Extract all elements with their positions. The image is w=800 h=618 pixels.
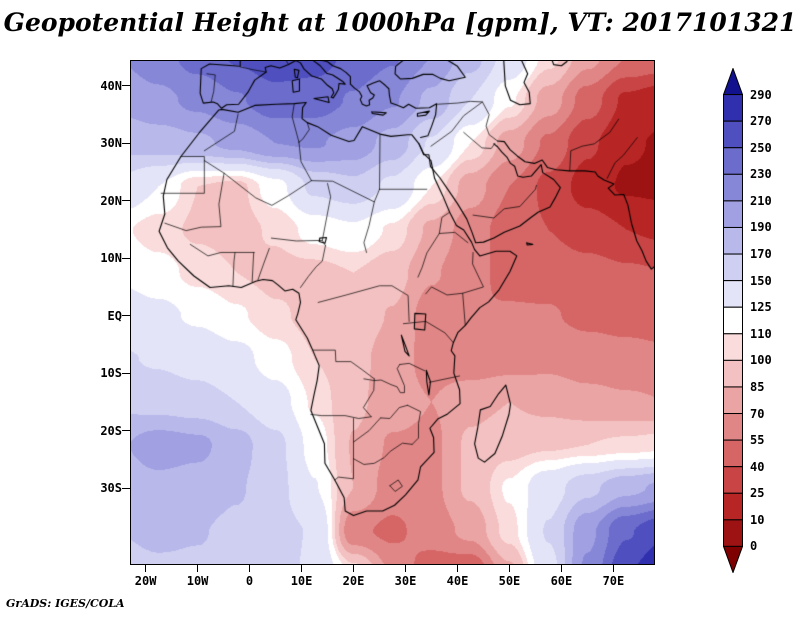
colorbar-tick-label: 170 bbox=[750, 247, 772, 262]
colorbar-segment bbox=[723, 120, 743, 149]
colorbar-segment bbox=[723, 200, 743, 228]
lat-tick bbox=[122, 142, 130, 144]
lat-tick-label: 30N bbox=[100, 136, 122, 151]
colorbar-segment bbox=[723, 253, 743, 282]
lon-tick-label: 10W bbox=[186, 574, 209, 588]
lon-tick-label: 30E bbox=[394, 574, 417, 588]
colorbar-segment bbox=[723, 333, 743, 361]
colorbar-segment bbox=[723, 492, 743, 521]
colorbar-segment bbox=[723, 280, 743, 308]
lon-tick-label: 60E bbox=[550, 574, 573, 588]
colorbar-tick-label: 270 bbox=[750, 114, 772, 129]
lat-tick bbox=[122, 430, 130, 432]
colorbar-tick-label: 40 bbox=[750, 459, 765, 474]
colorbar-segment bbox=[723, 466, 743, 494]
lat-tick bbox=[122, 315, 130, 317]
lat-tick-label: EQ bbox=[107, 308, 122, 323]
lat-tick bbox=[122, 487, 130, 489]
lon-tick bbox=[353, 565, 354, 572]
lon-tick bbox=[612, 565, 614, 572]
colorbar-segment bbox=[723, 386, 743, 415]
lat-tick-label: 10N bbox=[100, 251, 122, 266]
colorbar-segment bbox=[723, 413, 743, 441]
lat-tick bbox=[122, 85, 130, 87]
colorbar-tick-label: 290 bbox=[750, 87, 772, 102]
lon-tick bbox=[508, 565, 510, 572]
lon-tick-label: 20E bbox=[342, 574, 365, 588]
colorbar-tick-label: 25 bbox=[750, 486, 765, 501]
lon-tick bbox=[197, 565, 199, 572]
colorbar-segment bbox=[723, 226, 743, 255]
lon-tick-label: 40E bbox=[446, 574, 469, 588]
lon-tick bbox=[145, 565, 147, 572]
colorbar-segment bbox=[723, 439, 743, 468]
colorbar-tick-label: 230 bbox=[750, 167, 772, 182]
colorbar-tick-label: 190 bbox=[750, 220, 772, 235]
colorbar-tick-label: 70 bbox=[750, 406, 765, 421]
colorbar-tick-label: 125 bbox=[750, 300, 772, 315]
colorbar-bottom-triangle bbox=[722, 545, 744, 574]
colorbar-segment bbox=[723, 519, 743, 547]
lon-tick-label: 10E bbox=[290, 574, 313, 588]
colorbar-tick-label: 0 bbox=[750, 539, 758, 554]
lat-tick bbox=[122, 257, 130, 259]
lon-tick bbox=[301, 565, 303, 572]
colorbar-tick-label: 250 bbox=[750, 140, 772, 155]
colorbar-top-triangle bbox=[722, 67, 744, 96]
colorbar-tick-label: 100 bbox=[750, 353, 772, 368]
colorbar-graphic bbox=[722, 67, 744, 574]
colorbar-segment bbox=[723, 306, 743, 335]
colorbar-segment bbox=[723, 359, 743, 388]
lat-tick-label: 30S bbox=[100, 481, 122, 495]
colorbar-tick-label: 210 bbox=[750, 193, 772, 208]
lon-tick-label: 50E bbox=[498, 574, 521, 588]
colorbar-legend bbox=[722, 67, 744, 574]
colorbar-segment bbox=[723, 94, 743, 122]
colorbar-tick-label: 85 bbox=[750, 379, 765, 394]
contour-field-canvas bbox=[130, 60, 655, 565]
lon-tick-label: 0 bbox=[245, 574, 254, 588]
chart-title: Geopotential Height at 1000hPa [gpm], VT… bbox=[3, 8, 797, 37]
grads-credit-label: GrADS: IGES/COLA bbox=[6, 597, 125, 610]
lon-tick bbox=[404, 565, 406, 572]
lat-tick bbox=[122, 200, 130, 202]
colorbar-tick-label: 150 bbox=[750, 273, 772, 288]
colorbar-segment bbox=[723, 173, 743, 202]
lat-tick-label: 20S bbox=[100, 423, 122, 438]
colorbar-tick-label: 110 bbox=[750, 326, 772, 341]
colorbar-segment bbox=[723, 147, 743, 175]
lat-tick-label: 10S bbox=[100, 366, 122, 381]
lat-tick-label: 20N bbox=[100, 193, 122, 208]
lon-tick-label: 70E bbox=[602, 574, 625, 588]
colorbar-tick-label: 55 bbox=[750, 433, 765, 448]
lon-tick bbox=[249, 565, 251, 572]
lat-tick-label: 40N bbox=[100, 78, 122, 93]
lon-tick-label: 20W bbox=[134, 574, 157, 588]
lon-tick bbox=[456, 565, 458, 572]
colorbar-tick-label: 10 bbox=[750, 512, 765, 527]
lon-tick bbox=[560, 565, 562, 572]
lat-tick bbox=[122, 372, 130, 374]
